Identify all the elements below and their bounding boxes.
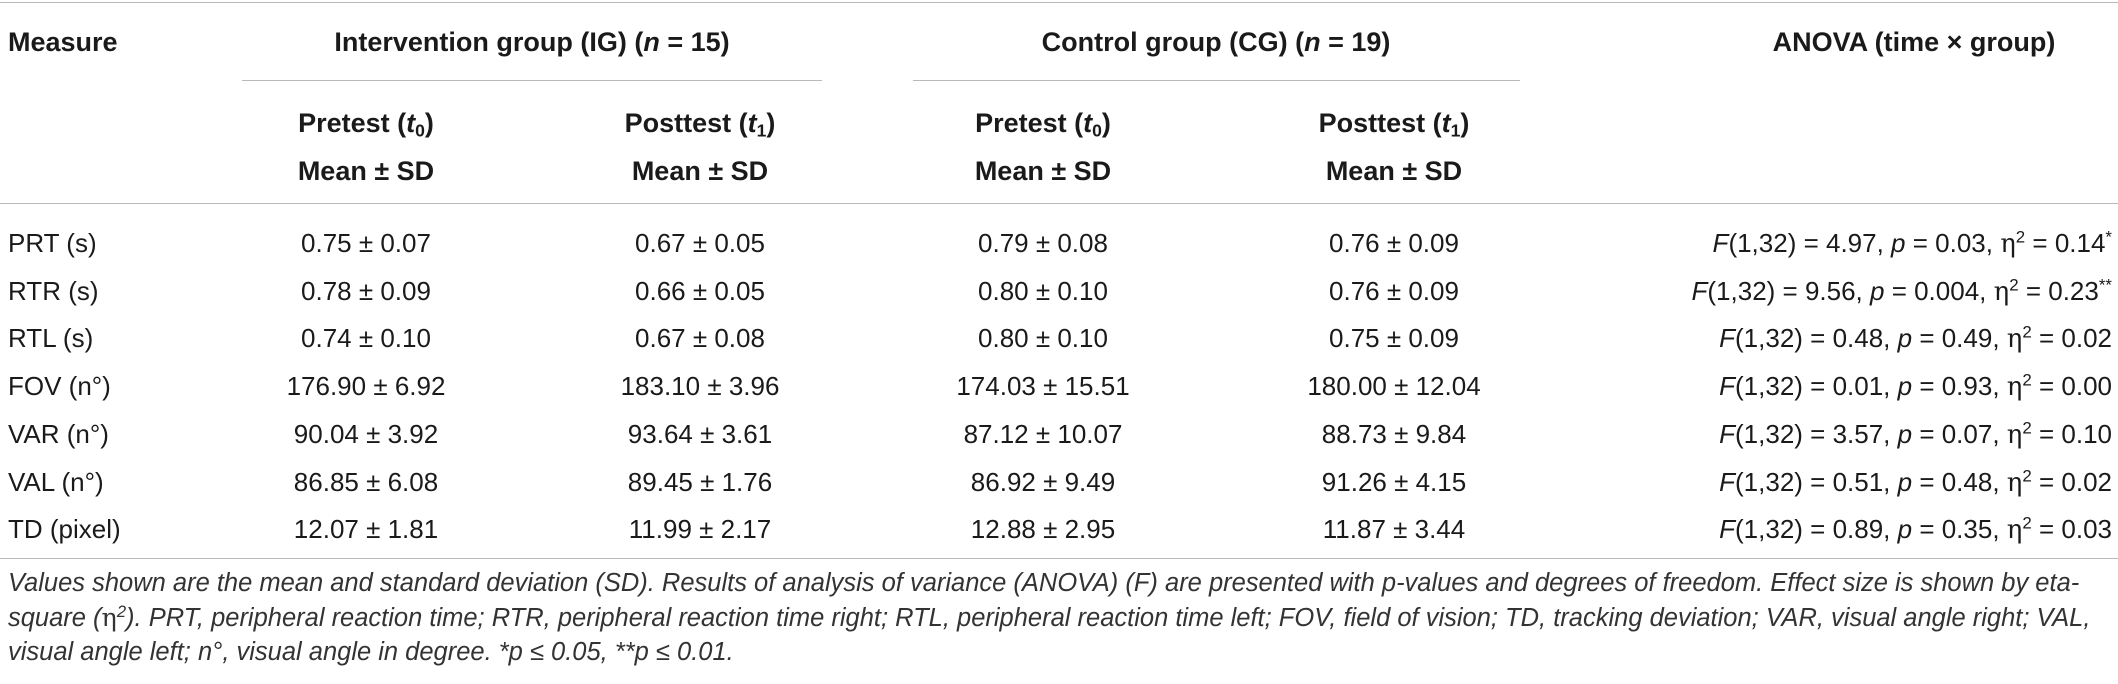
header-cg-pre-stat: Mean ± SD [974,156,1112,186]
ig-group-underline [242,80,822,81]
cell-cg-pretest: 12.88 ± 2.95 [970,514,1116,544]
header-cg-post-stat: Mean ± SD [1325,156,1463,186]
cell-measure: PRT (s) [8,228,97,258]
cell-ig-pretest: 86.85 ± 6.08 [293,467,439,497]
cell-cg-posttest: 11.87 ± 3.44 [1322,514,1466,544]
cell-cg-posttest: 0.75 ± 0.09 [1329,323,1459,353]
table-bottom-rule [0,558,2118,559]
cell-anova: F(1,32) = 0.89, p = 0.35, η2 = 0.03 [1719,513,2112,545]
cell-cg-pretest: 0.79 ± 0.08 [978,228,1108,258]
cell-ig-posttest: 89.45 ± 1.76 [627,467,773,497]
header-measure: Measure [8,27,118,57]
cell-cg-posttest: 88.73 ± 9.84 [1321,419,1467,449]
header-ig-post-stat: Mean ± SD [631,156,769,186]
cell-ig-posttest: 0.67 ± 0.08 [635,323,765,353]
cell-ig-pretest: 90.04 ± 3.92 [293,419,439,449]
cell-cg-pretest: 0.80 ± 0.10 [978,276,1108,306]
cell-ig-posttest: 183.10 ± 3.96 [620,371,780,401]
header-bottom-rule [0,203,2118,204]
cell-anova: F(1,32) = 4.97, p = 0.03, η2 = 0.14* [1712,227,2112,259]
cell-cg-posttest: 0.76 ± 0.09 [1329,276,1459,306]
table-footnote: Values shown are the mean and standard d… [8,569,2091,666]
header-anova: ANOVA (time × group) [1772,27,2056,57]
cell-measure: VAR (n°) [8,419,109,449]
header-ig-group: Intervention group (IG) (n = 15) [334,27,730,57]
cell-cg-pretest: 87.12 ± 10.07 [963,419,1123,449]
cell-ig-pretest: 0.78 ± 0.09 [301,276,431,306]
cell-ig-posttest: 0.66 ± 0.05 [635,276,765,306]
cell-ig-posttest: 11.99 ± 2.17 [628,514,772,544]
cell-measure: VAL (n°) [8,467,104,497]
header-ig-pre-stat: Mean ± SD [297,156,435,186]
header-cg-pretest: Pretest (t0) [975,108,1111,141]
cell-cg-posttest: 0.76 ± 0.09 [1329,228,1459,258]
cell-anova: F(1,32) = 0.51, p = 0.48, η2 = 0.02 [1719,466,2112,498]
cell-anova: F(1,32) = 0.01, p = 0.93, η2 = 0.00 [1719,370,2112,402]
table-top-rule [0,2,2118,3]
cell-ig-pretest: 0.75 ± 0.07 [301,228,431,258]
cell-measure: TD (pixel) [8,514,121,544]
cell-cg-posttest: 180.00 ± 12.04 [1307,371,1481,401]
cell-ig-pretest: 176.90 ± 6.92 [286,371,446,401]
cg-group-underline [913,80,1520,81]
cell-cg-pretest: 0.80 ± 0.10 [978,323,1108,353]
header-cg-group: Control group (CG) (n = 19) [1041,27,1391,57]
cell-anova: F(1,32) = 0.48, p = 0.49, η2 = 0.02 [1719,322,2112,354]
cell-anova: F(1,32) = 3.57, p = 0.07, η2 = 0.10 [1719,418,2112,450]
cell-ig-pretest: 12.07 ± 1.81 [293,514,439,544]
header-ig-posttest: Posttest (t1) [624,108,776,141]
cell-cg-posttest: 91.26 ± 4.15 [1321,467,1467,497]
cell-ig-posttest: 0.67 ± 0.05 [635,228,765,258]
cell-measure: FOV (n°) [8,371,111,401]
cell-anova: F(1,32) = 9.56, p = 0.004, η2 = 0.23** [1691,275,2113,307]
cell-cg-pretest: 86.92 ± 9.49 [970,467,1116,497]
cell-ig-pretest: 0.74 ± 0.10 [301,323,431,353]
header-cg-posttest: Posttest (t1) [1318,108,1470,141]
cell-measure: RTL (s) [8,323,94,353]
header-ig-pretest: Pretest (t0) [298,108,434,141]
cell-ig-posttest: 93.64 ± 3.61 [627,419,773,449]
cell-cg-pretest: 174.03 ± 15.51 [956,371,1130,401]
cell-measure: RTR (s) [8,276,99,306]
